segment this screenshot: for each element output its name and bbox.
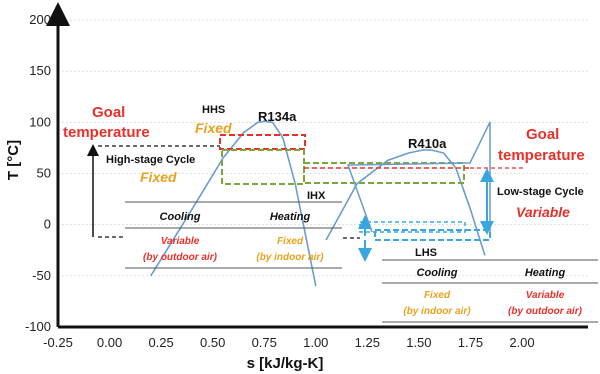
left-table-cooling-note: (by outdoor air) [143,252,218,263]
axis-ticks: -100 -50 0 50 100 150 200 -0.25 0.00 0.25 0.50 0.75… [25,12,535,350]
hhs-label: HHS [202,104,225,116]
left-table-heating-value: Fixed [277,236,304,247]
series-r134a-line [150,120,317,287]
x-tick-label: 1.00 [303,335,328,350]
left-table-header-cooling: Cooling [160,211,201,223]
x-tick-label: 1.25 [355,335,380,350]
lhs-label: LHS [415,247,437,259]
low-stage-variable-label: Variable [516,204,570,220]
goal-temperature-left-line2: temperature [63,124,150,141]
goal-temperature-right-line1: Goal [526,126,559,143]
x-tick-label: 2.00 [509,335,534,350]
series-r410a-line [325,149,486,256]
saturation-curves [150,120,486,287]
x-tick-label: 0.25 [148,335,173,350]
hhs-red-dashed-box [219,134,306,150]
y-tick-label: 100 [29,114,51,129]
left-table-heating-note: (by indoor air) [256,252,324,263]
high-green-dashed-box [221,149,305,185]
y-tick-label: -50 [32,268,51,283]
goal-temperature-left-line1: Goal [92,104,125,121]
lhs-blue-dashed-box [374,229,491,241]
right-table-header-heating: Heating [525,267,566,279]
low-stage-cycle-path [346,121,491,233]
x-tick-label: 0.75 [252,335,277,350]
right-table-heating-value: Variable [526,290,565,301]
x-axis-label: s [kJ/kg-K] [247,355,324,372]
x-tick-label: 0.00 [97,335,122,350]
ihx-label: IHX [307,190,326,202]
right-table-header-cooling: Cooling [417,267,458,279]
goal-temperature-right-line2: temperature [498,147,585,164]
y-tick-label: 0 [44,217,51,232]
left-table-header-heating: Heating [270,211,311,223]
x-tick-label: -0.25 [43,335,73,350]
left-table-cooling-value: Variable [161,236,200,247]
left-table: Cooling Heating Variable (by outdoor air… [125,201,342,269]
y-tick-label: 50 [37,166,51,181]
right-table-cooling-value: Fixed [424,290,451,301]
high-stage-cycle-label: High-stage Cycle [106,154,195,166]
gridlines [58,19,590,277]
high-stage-fixed-label: Fixed [140,169,177,185]
x-tick-label: 1.50 [406,335,431,350]
right-table: Cooling Heating Fixed (by indoor air) Va… [382,259,598,323]
y-axis-label: T [°C] [5,140,22,180]
y-tick-label: 200 [29,12,51,27]
y-tick-label: -100 [25,319,51,334]
hhs-fixed-label: Fixed [195,120,232,136]
r410a-label: R410a [408,136,447,151]
r134a-label: R134a [258,109,297,124]
x-tick-label: 1.75 [458,335,483,350]
ihx-green-dashed-box [303,162,465,184]
right-table-heating-note: (by outdoor air) [508,306,583,317]
low-stage-cycle-label: Low-stage Cycle [497,186,584,198]
right-table-cooling-note: (by indoor air) [403,306,471,317]
x-tick-label: 0.50 [200,335,225,350]
y-tick-label: 150 [29,63,51,78]
